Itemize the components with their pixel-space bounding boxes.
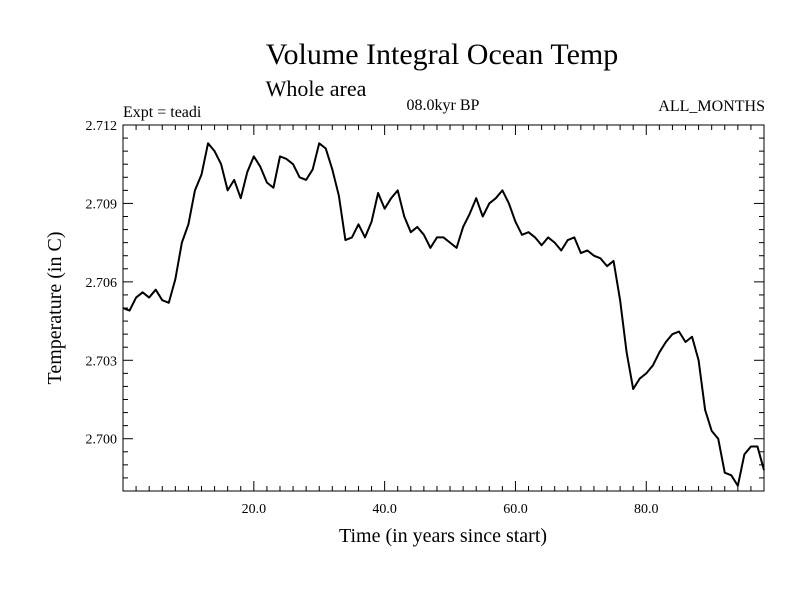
chart-subtitle: Whole area	[266, 76, 367, 101]
x-axis-ticks	[135, 125, 752, 491]
y-tick-label: 2.703	[86, 354, 118, 369]
series-line	[122, 142, 765, 487]
x-axis-tick-labels: 20.0 40.0 60.0 80.0	[242, 502, 659, 517]
y-tick-label: 2.712	[86, 119, 118, 134]
period-label: 08.0kyr BP	[407, 97, 480, 114]
x-axis-label: Time (in years since start)	[339, 525, 547, 547]
x-tick-label: 80.0	[634, 502, 659, 517]
y-axis-label: Temperature (in C)	[44, 232, 66, 385]
plot-frame	[122, 124, 765, 492]
y-axis-ticks	[123, 124, 764, 492]
experiment-label: Expt = teadi	[123, 104, 202, 121]
x-tick-label: 40.0	[372, 502, 397, 517]
y-tick-label: 2.706	[86, 276, 118, 291]
chart-title: Volume Integral Ocean Temp	[266, 38, 619, 71]
series-points	[122, 142, 765, 486]
x-tick-label: 20.0	[242, 502, 267, 517]
months-label: ALL_MONTHS	[658, 98, 765, 115]
y-axis-tick-labels: 2.700 2.703 2.706 2.709 2.712	[86, 119, 118, 448]
y-tick-label: 2.709	[86, 197, 118, 212]
y-tick-label: 2.700	[86, 433, 118, 448]
x-tick-label: 60.0	[503, 502, 528, 517]
